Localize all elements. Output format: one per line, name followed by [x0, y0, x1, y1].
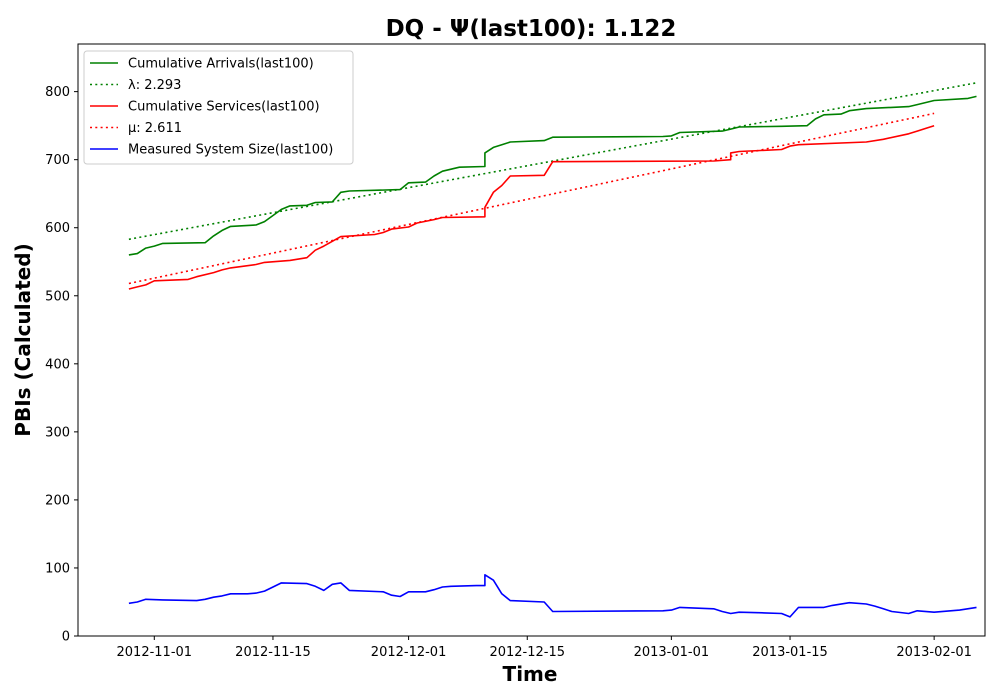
x-tick-label: 2012-11-15 — [235, 645, 311, 660]
plot-frame — [77, 43, 986, 637]
y-tick-label: 500 — [45, 289, 70, 304]
legend-box — [83, 50, 354, 165]
axes: 0 100 200 300 400 500 600 700 800 2012-11-01 2012-… — [45, 43, 986, 660]
y-tick-label: 400 — [45, 357, 70, 372]
x-tick-label: 2012-11-01 — [117, 645, 193, 660]
x-tick-label: 2012-12-15 — [489, 645, 565, 660]
legend-label: Measured System Size(last100) — [128, 143, 333, 158]
x-tick-label: 2013-01-15 — [752, 645, 828, 660]
series-line-1 — [128, 95, 977, 256]
y-tick-label: 700 — [45, 153, 70, 168]
plot-area — [128, 82, 977, 618]
y-axis-title: PBIs (Calculated) — [11, 243, 35, 436]
series-line-3 — [128, 124, 935, 290]
chart-title: DQ - Ψ(last100): 1.122 — [386, 16, 677, 42]
legend-label: Cumulative Arrivals(last100) — [128, 57, 314, 72]
y-tick-label: 100 — [45, 561, 70, 576]
x-tick-label: 2013-01-01 — [634, 645, 710, 660]
y-tick-label: 800 — [45, 85, 70, 100]
legend-label: λ: 2.293 — [128, 78, 181, 93]
y-tick-label: 0 — [62, 630, 70, 645]
x-axis-title: Time — [503, 662, 558, 686]
legend-label: μ: 2.611 — [128, 121, 182, 136]
legend-label: Cumulative Services(last100) — [128, 100, 320, 115]
x-tick-label: 2013-02-01 — [896, 645, 972, 660]
y-tick-label: 200 — [45, 493, 70, 508]
legend: Cumulative Arrivals(last100) λ: 2.293 Cumu… — [83, 50, 354, 165]
x-tick-label: 2012-12-01 — [371, 645, 447, 660]
series-line-5 — [128, 573, 977, 618]
y-tick-label: 300 — [45, 425, 70, 440]
y-tick-label: 600 — [45, 221, 70, 236]
